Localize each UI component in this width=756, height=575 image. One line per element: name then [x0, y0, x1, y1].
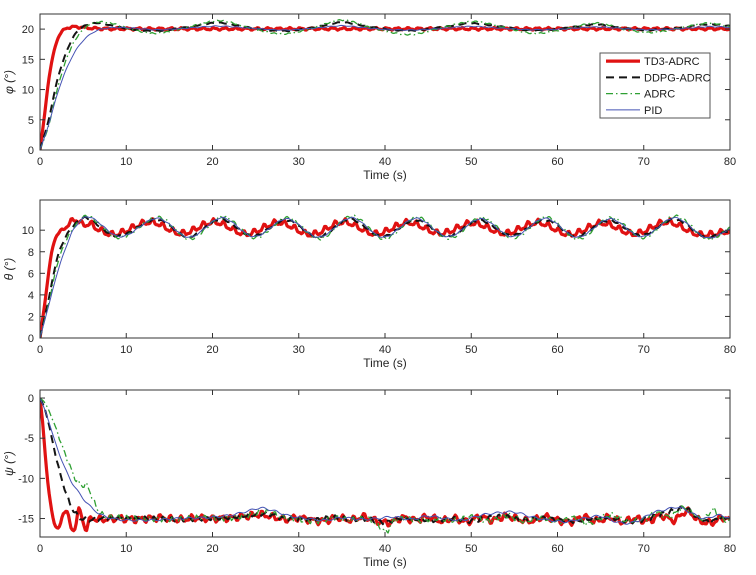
x-tick-label: 20 [206, 543, 218, 555]
y-tick-label: -15 [18, 514, 34, 526]
legend-label-pid: PID [644, 105, 662, 117]
x-tick-label: 10 [120, 543, 132, 555]
y-tick-label: 8 [28, 247, 34, 259]
x-axis-label: Time (s) [363, 168, 407, 182]
x-tick-label: 70 [638, 156, 650, 168]
x-axis-label: Time (s) [363, 356, 407, 370]
y-tick-label: 5 [28, 115, 34, 127]
series-line-ddpg-adrc-psi [40, 397, 730, 526]
x-tick-label: 40 [379, 543, 391, 555]
x-tick-label: 50 [465, 344, 477, 356]
x-tick-label: 80 [724, 543, 736, 555]
y-tick-label: 6 [28, 268, 34, 280]
series-line-adrc-psi [40, 397, 730, 534]
legend-label-ddpg-adrc: DDPG-ADRC [644, 72, 711, 84]
x-tick-label: 60 [551, 344, 563, 356]
series-line-td3-adrc-theta [40, 217, 730, 338]
y-tick-label: 0 [28, 393, 34, 405]
x-tick-label: 10 [120, 344, 132, 356]
series-line-pid-theta [40, 216, 730, 338]
y-tick-label: 4 [28, 290, 34, 302]
y-tick-label: 10 [22, 85, 34, 97]
x-tick-label: 80 [724, 344, 736, 356]
y-tick-label: -10 [18, 473, 34, 485]
x-tick-label: 0 [37, 156, 43, 168]
x-tick-label: 20 [206, 344, 218, 356]
x-tick-label: 40 [379, 156, 391, 168]
y-tick-label: 0 [28, 145, 34, 157]
x-tick-label: 60 [551, 156, 563, 168]
x-tick-label: 0 [37, 344, 43, 356]
legend-label-adrc: ADRC [644, 89, 675, 101]
y-tick-label: 20 [22, 24, 34, 36]
x-tick-label: 20 [206, 156, 218, 168]
y-tick-label: -5 [24, 433, 34, 445]
x-tick-label: 80 [724, 156, 736, 168]
series-line-pid-psi [40, 397, 730, 525]
x-tick-label: 40 [379, 344, 391, 356]
series-line-ddpg-adrc-phi [40, 21, 730, 150]
x-tick-label: 30 [293, 344, 305, 356]
x-tick-label: 30 [293, 543, 305, 555]
x-tick-label: 50 [465, 156, 477, 168]
x-tick-label: 50 [465, 543, 477, 555]
x-tick-label: 30 [293, 156, 305, 168]
x-tick-label: 0 [37, 543, 43, 555]
y-tick-label: 15 [22, 54, 34, 66]
y-axis-label: θ (°) [2, 258, 16, 281]
subplot-psi: 0 10 20 30 40 50 60 70 80 0 -5 -10 -15 Time (s) ψ (°) [2, 389, 736, 569]
subplot-theta: 0 10 20 30 40 50 60 70 80 0 2 4 6 8 10 Time (s) θ (°) [2, 199, 736, 370]
y-axis-label: ψ (°) [2, 451, 16, 476]
x-axis-label: Time (s) [363, 555, 407, 569]
y-tick-label: 10 [22, 225, 34, 237]
y-tick-label: 0 [28, 333, 34, 345]
legend-label-td3-adrc: TD3-ADRC [644, 56, 700, 68]
legend: TD3-ADRC DDPG-ADRC ADRC PID [599, 52, 711, 119]
subplot-phi: 0 10 20 30 40 50 60 70 80 0 5 10 15 20 Time (s) φ (°) TD… [2, 13, 736, 182]
x-tick-label: 60 [551, 543, 563, 555]
y-tick-label: 2 [28, 311, 34, 323]
x-tick-label: 70 [638, 543, 650, 555]
series-line-adrc-phi [40, 19, 730, 150]
x-tick-label: 70 [638, 344, 650, 356]
y-axis-label: φ (°) [2, 70, 16, 94]
series-line-pid-phi [40, 24, 730, 150]
x-tick-label: 10 [120, 156, 132, 168]
legend-box [599, 52, 711, 119]
